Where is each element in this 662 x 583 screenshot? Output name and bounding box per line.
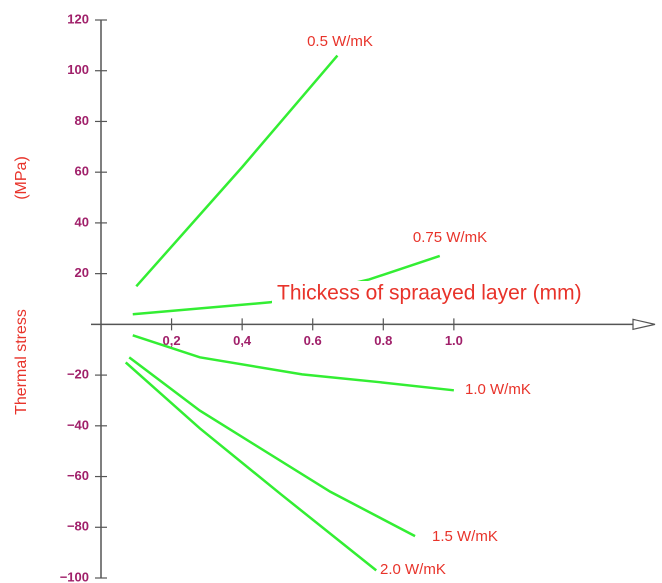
y-tick-label: 80 — [75, 113, 89, 128]
y-tick-label: −60 — [67, 468, 89, 483]
y-tick-label: 120 — [67, 11, 89, 26]
y-tick-label: 100 — [67, 62, 89, 77]
series-label: 1.5 W/mK — [432, 528, 498, 545]
x-axis-arrow — [632, 318, 656, 331]
y-tick-label: −80 — [67, 519, 89, 534]
y-tick-label: −20 — [67, 367, 89, 382]
y-tick-label: −100 — [60, 569, 89, 583]
series-label: 1.0 W/mK — [465, 381, 531, 398]
x-tick-label: 0,2 — [163, 333, 181, 348]
series-label: 2.0 W/mK — [380, 561, 446, 578]
x-tick-label: 0.6 — [304, 333, 322, 348]
y-tick-label: 40 — [75, 214, 89, 229]
y-tick-label: 60 — [75, 164, 89, 179]
y-tick-label: −40 — [67, 417, 89, 432]
y-axis-label: Thermal stress — [13, 309, 30, 415]
series-label: 0.5 W/mK — [307, 33, 373, 50]
x-axis-label: Thickess of spraayed layer (mm) — [277, 282, 582, 305]
x-tick-label: 0,4 — [233, 333, 252, 348]
x-tick-label: 1.0 — [445, 333, 463, 348]
series-line — [135, 54, 339, 288]
series-label: 0.75 W/mK — [413, 229, 487, 246]
y-axis-label: (MPa) — [13, 156, 30, 200]
series-line — [132, 334, 455, 392]
y-tick-label: 20 — [75, 265, 89, 280]
x-label-bg — [272, 281, 658, 307]
series-line — [124, 361, 378, 572]
x-tick-label: 0.8 — [374, 333, 392, 348]
series-line — [128, 356, 416, 538]
